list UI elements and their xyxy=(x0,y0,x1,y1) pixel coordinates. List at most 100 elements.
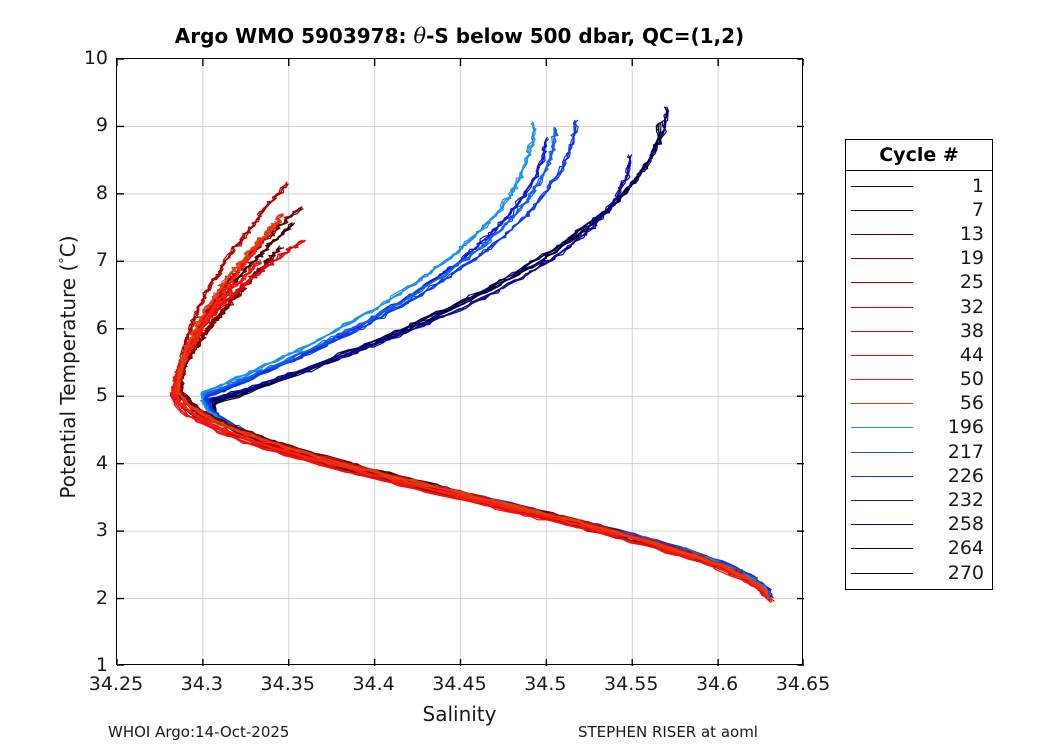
profile-curve-32-rep1 xyxy=(173,233,771,598)
gridlines xyxy=(117,59,804,666)
legend-line-swatch xyxy=(851,209,913,211)
profile-curve-1-rep0 xyxy=(177,222,766,597)
profile-curve-232 xyxy=(205,137,772,598)
legend-item[interactable]: 264 xyxy=(846,537,992,561)
legend-item[interactable]: 270 xyxy=(846,561,992,585)
legend-line-swatch xyxy=(851,572,913,574)
legend-item[interactable]: 25 xyxy=(846,271,992,295)
legend-item[interactable]: 1 xyxy=(846,174,992,198)
legend-item-label: 226 xyxy=(947,464,984,487)
legend-line-swatch xyxy=(851,306,913,308)
legend-line-swatch xyxy=(851,258,913,260)
legend-item-label: 50 xyxy=(959,368,984,391)
legend-title: Cycle # xyxy=(846,140,992,171)
profile-curve-1 xyxy=(179,223,767,598)
profile-curve-56-rep1 xyxy=(176,222,769,601)
y-tick-label: 8 xyxy=(95,181,108,204)
x-axis-label: Salinity xyxy=(422,702,497,726)
x-tick-label: 34.45 xyxy=(432,673,487,695)
legend-item-label: 25 xyxy=(959,271,984,294)
profile-curve-270-rep1 xyxy=(211,121,767,594)
legend-item-label: 258 xyxy=(947,513,984,536)
legend-item[interactable]: 19 xyxy=(846,247,992,271)
legend-item[interactable]: 217 xyxy=(846,440,992,464)
legend-item[interactable]: 50 xyxy=(846,368,992,392)
x-tick-label: 34.35 xyxy=(260,673,315,695)
x-tick-label: 34.6 xyxy=(695,673,739,695)
legend-item[interactable]: 7 xyxy=(846,198,992,222)
y-tick-label: 4 xyxy=(95,451,108,474)
legend-item-label: 7 xyxy=(971,198,984,221)
legend-line-swatch xyxy=(851,451,913,453)
legend-item-label: 217 xyxy=(947,440,984,463)
degree-symbol: ° xyxy=(58,257,73,264)
legend-item[interactable]: 226 xyxy=(846,464,992,488)
legend-line-swatch xyxy=(851,475,913,477)
y-tick-label: 7 xyxy=(95,249,108,272)
legend-item[interactable]: 258 xyxy=(846,513,992,537)
profile-curve-56-rep0 xyxy=(176,220,772,600)
chart-title-prefix: Argo WMO 5903978: xyxy=(174,24,414,48)
plot-area xyxy=(116,58,804,666)
legend-line-swatch xyxy=(851,427,913,429)
legend-item[interactable]: 56 xyxy=(846,392,992,416)
legend-item-label: 38 xyxy=(959,319,984,342)
legend-line-swatch xyxy=(851,330,913,332)
legend-line-swatch xyxy=(851,185,913,187)
legend-item-label: 1 xyxy=(971,174,984,197)
profile-curve-7-rep0 xyxy=(176,247,769,599)
y-axis-label-pre: Potential Temperature ( xyxy=(56,263,80,499)
theta-symbol: θ xyxy=(413,24,427,48)
legend-item-label: 264 xyxy=(947,537,984,560)
profile-curve-32-rep2 xyxy=(171,235,768,599)
y-tick-label: 5 xyxy=(95,384,108,407)
x-tick-label: 34.3 xyxy=(180,673,224,695)
profile-curve-32-rep0 xyxy=(171,235,769,600)
legend-item-label: 32 xyxy=(959,295,984,318)
legend-line-swatch xyxy=(851,233,913,235)
legend-item[interactable]: 32 xyxy=(846,295,992,319)
x-tick-label: 34.5 xyxy=(524,673,567,695)
x-tick-label: 34.4 xyxy=(352,673,395,695)
legend-item[interactable]: 44 xyxy=(846,343,992,367)
legend-entries: 1 7 13 19 25 32 38 44 50 56 196 217 226 232 258 264 270 xyxy=(846,171,992,589)
chart-title: Argo WMO 5903978: θ-S below 500 dbar, QC… xyxy=(116,24,803,48)
legend-line-swatch xyxy=(851,379,913,381)
legend-item[interactable]: 232 xyxy=(846,488,992,512)
y-tick-label: 1 xyxy=(95,654,108,676)
y-tick-label: 6 xyxy=(95,316,108,339)
chart-title-suffix: -S below 500 dbar, QC=(1,2) xyxy=(426,24,745,48)
legend-line-swatch xyxy=(851,524,913,526)
theta-s-curves xyxy=(117,59,804,666)
legend-item-label: 19 xyxy=(959,247,984,270)
profile-curve-25-rep1 xyxy=(176,181,769,596)
y-axis-label: Potential Temperature (°C) xyxy=(56,67,80,667)
y-axis-label-post: C) xyxy=(56,235,80,258)
profile-curve-1-rep2 xyxy=(177,222,770,597)
legend-item-label: 270 xyxy=(947,561,984,584)
legend-item[interactable]: 38 xyxy=(846,319,992,343)
legend-line-swatch xyxy=(851,548,913,550)
legend-item-label: 13 xyxy=(959,222,984,245)
x-tick-label: 34.55 xyxy=(604,673,659,695)
legend-item-label: 232 xyxy=(947,489,984,512)
footer-right-credit: STEPHEN RISER at aoml xyxy=(578,723,758,741)
footer-left-credit: WHOI Argo:14-Oct-2025 xyxy=(108,723,290,741)
profile-curve-50-rep0 xyxy=(174,214,769,596)
legend-line-swatch xyxy=(851,282,913,284)
profile-curve-56-rep2 xyxy=(176,220,771,599)
x-tick-label: 34.65 xyxy=(775,673,831,695)
y-tick-label: 3 xyxy=(95,519,108,542)
profile-curve-1-rep1 xyxy=(179,224,768,599)
legend-item-label: 44 xyxy=(959,343,984,366)
legend-item[interactable]: 13 xyxy=(846,222,992,246)
legend-line-swatch xyxy=(851,354,913,356)
legend-line-swatch xyxy=(851,403,913,405)
legend-item[interactable]: 196 xyxy=(846,416,992,440)
legend-item-label: 56 xyxy=(959,392,984,415)
x-tick-label: 34.25 xyxy=(88,673,144,695)
profile-curve-38-rep0 xyxy=(177,239,764,597)
profile-curve-50-rep2 xyxy=(173,215,767,599)
tick-marks xyxy=(117,59,804,666)
profile-curve-44-rep2 xyxy=(169,261,772,604)
